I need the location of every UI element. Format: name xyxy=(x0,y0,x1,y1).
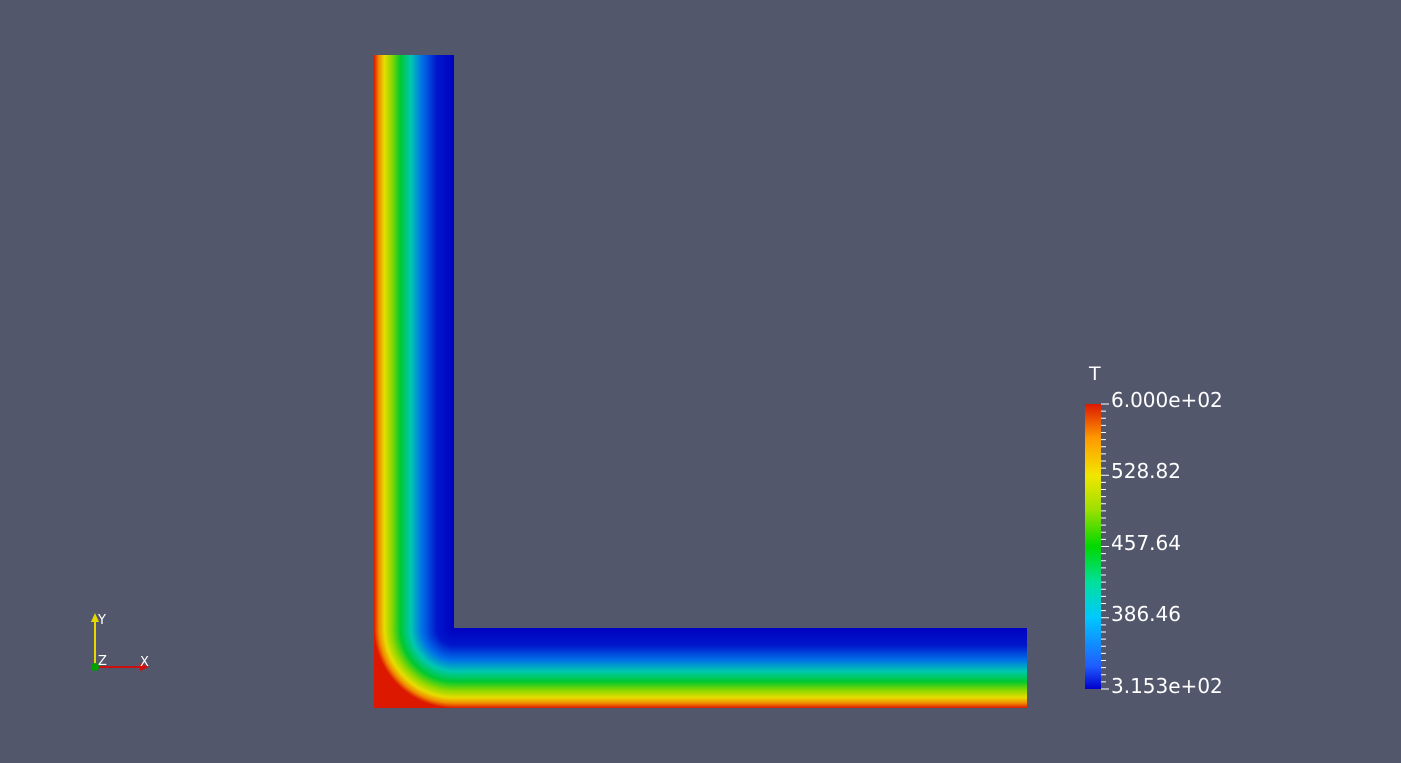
colorbar-label-4: 386.46 xyxy=(1111,602,1181,626)
colorbar-label-2: 528.82 xyxy=(1111,459,1181,483)
colorbar-label-max: 6.000e+02 xyxy=(1111,388,1223,412)
z-axis-dot xyxy=(91,663,99,671)
vertical-leg xyxy=(374,55,454,628)
horizontal-leg xyxy=(454,628,1027,708)
x-axis-label: X xyxy=(140,655,149,670)
x-axis-arrow xyxy=(140,663,149,671)
colorbar xyxy=(1085,404,1101,689)
colorbar-label-min: 3.153e+02 xyxy=(1111,674,1223,698)
colorbar-label-3: 457.64 xyxy=(1111,531,1181,555)
y-axis-label: Y xyxy=(98,613,106,628)
corner-block xyxy=(374,628,454,708)
y-axis-arrow xyxy=(91,613,99,622)
z-axis-label: Z xyxy=(98,654,107,669)
colorbar-title: T xyxy=(1089,363,1101,385)
